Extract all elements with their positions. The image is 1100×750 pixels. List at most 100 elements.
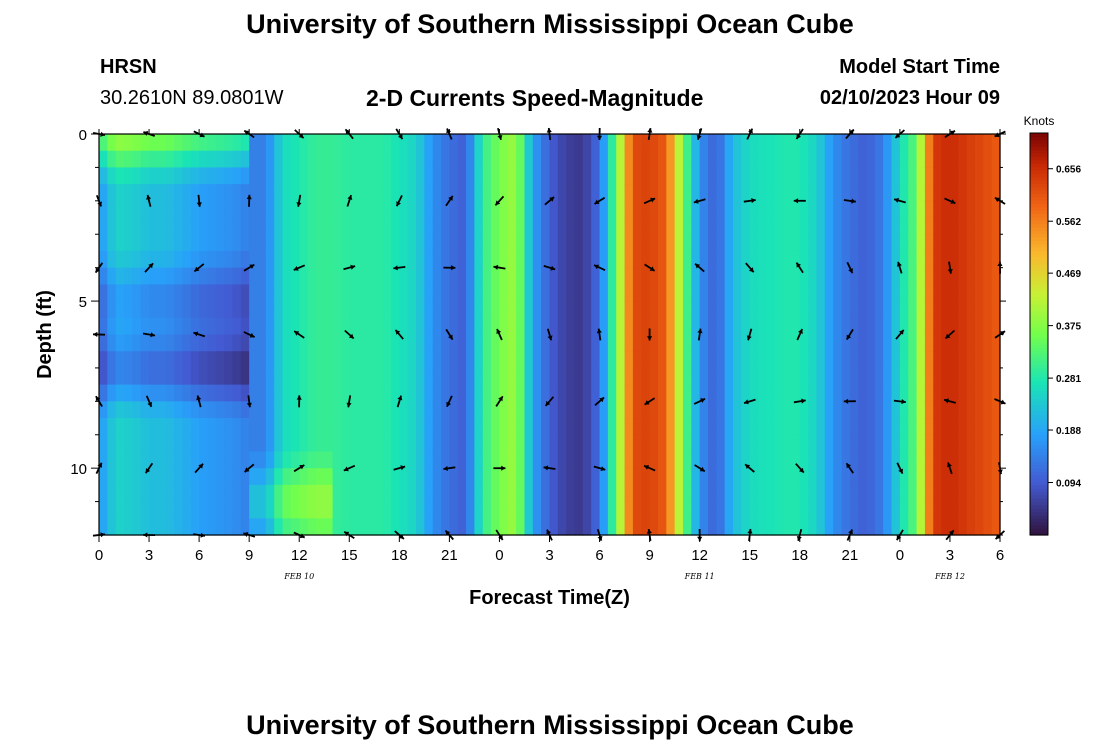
heatmap-cell — [140, 367, 150, 386]
heatmap-cell — [774, 418, 784, 436]
heatmap-cell — [499, 334, 509, 352]
colorbar-segment — [1030, 380, 1048, 385]
heatmap-cell — [941, 418, 951, 436]
heatmap-cell — [449, 301, 459, 319]
heatmap-cell — [966, 468, 976, 486]
heatmap-cell — [841, 468, 851, 486]
heatmap-cell — [482, 401, 492, 419]
heatmap-cell — [157, 418, 167, 436]
colorbar-segment — [1030, 447, 1048, 452]
heatmap-cell — [474, 200, 484, 219]
heatmap-cell — [657, 418, 667, 436]
heatmap-cell — [541, 217, 551, 235]
current-arrow-head — [244, 467, 250, 472]
heatmap-cell — [908, 451, 918, 469]
heatmap-cell — [390, 200, 400, 219]
heatmap-cell — [240, 200, 250, 219]
heatmap-cell — [816, 351, 826, 369]
heatmap-cell — [908, 317, 918, 336]
heatmap-cell — [165, 484, 175, 503]
heatmap-cell — [182, 401, 192, 419]
heatmap-cell — [507, 301, 517, 319]
heatmap-cell — [224, 468, 234, 486]
heatmap-cell — [924, 267, 934, 285]
heatmap-cell — [649, 501, 659, 519]
heatmap-cell — [416, 367, 425, 386]
colorbar-segment — [1030, 397, 1048, 402]
heatmap-cell — [524, 518, 534, 536]
heatmap-cell — [833, 234, 843, 252]
heatmap-cell — [115, 451, 125, 469]
heatmap-cell — [132, 234, 142, 252]
heatmap-cell — [499, 301, 509, 319]
colorbar-segment — [1030, 287, 1048, 292]
heatmap-cell — [416, 384, 425, 402]
heatmap-cell — [566, 234, 576, 252]
heatmap-cell — [666, 134, 676, 152]
heatmap-cell — [591, 418, 601, 436]
heatmap-cell — [107, 284, 117, 302]
heatmap-cell — [883, 150, 893, 169]
heatmap-cell — [249, 367, 259, 386]
heatmap-cell — [532, 334, 542, 352]
heatmap-cell — [716, 317, 726, 336]
heatmap-cell — [758, 150, 767, 169]
heatmap-cell — [441, 317, 450, 336]
heatmap-cell — [991, 451, 1001, 469]
heatmap-cell — [699, 134, 709, 152]
heatmap-cell — [99, 351, 108, 369]
heatmap-cell — [499, 234, 509, 252]
heatmap-cell — [541, 484, 551, 503]
heatmap-cell — [874, 468, 884, 486]
heatmap-cell — [641, 468, 651, 486]
heatmap-cell — [624, 418, 634, 436]
heatmap-cell — [382, 184, 392, 202]
heatmap-cell — [949, 351, 959, 369]
heatmap-cell — [966, 384, 976, 402]
heatmap-cell — [941, 284, 951, 302]
current-arrow-head — [347, 195, 353, 200]
heatmap-cell — [249, 384, 259, 402]
current-arrow-head — [196, 202, 202, 207]
heatmap-cell — [424, 217, 434, 235]
heatmap-cell — [199, 351, 209, 369]
heatmap-cell — [699, 217, 709, 235]
heatmap-cell — [833, 484, 843, 503]
heatmap-cell — [124, 150, 133, 169]
heatmap-cell — [457, 301, 467, 319]
heatmap-cell — [491, 284, 501, 302]
heatmap-cell — [966, 250, 976, 269]
heatmap-cell — [249, 518, 259, 536]
heatmap-cell — [424, 384, 434, 402]
heatmap-cell — [299, 384, 309, 402]
heatmap-cell — [949, 167, 959, 185]
heatmap-cell — [549, 451, 559, 469]
heatmap-cell — [808, 301, 818, 319]
heatmap-cell — [891, 418, 901, 436]
y-tick-label: 10 — [70, 461, 87, 478]
heatmap-cell — [249, 284, 259, 302]
heatmap-cell — [666, 351, 676, 369]
heatmap-cell — [933, 501, 943, 519]
heatmap-cell — [624, 468, 634, 486]
current-arrow-head — [446, 401, 451, 407]
heatmap-cell — [390, 418, 400, 436]
heatmap-cell — [908, 184, 918, 202]
heatmap-cell — [749, 484, 759, 503]
heatmap-cell — [974, 134, 984, 152]
heatmap-cell — [174, 418, 184, 436]
heatmap-cell — [99, 384, 108, 402]
heatmap-cell — [482, 267, 492, 285]
heatmap-cell — [190, 134, 200, 152]
heatmap-cell — [491, 351, 501, 369]
heatmap-cell — [916, 434, 926, 453]
heatmap-cell — [541, 401, 551, 419]
heatmap-cell — [274, 384, 284, 402]
heatmap-cell — [949, 468, 959, 486]
heatmap-cell — [733, 284, 742, 302]
heatmap-cell — [816, 384, 826, 402]
heatmap-cell — [749, 418, 759, 436]
heatmap-cell — [841, 484, 851, 503]
heatmap-cell — [766, 384, 776, 402]
heatmap-cell — [174, 451, 184, 469]
